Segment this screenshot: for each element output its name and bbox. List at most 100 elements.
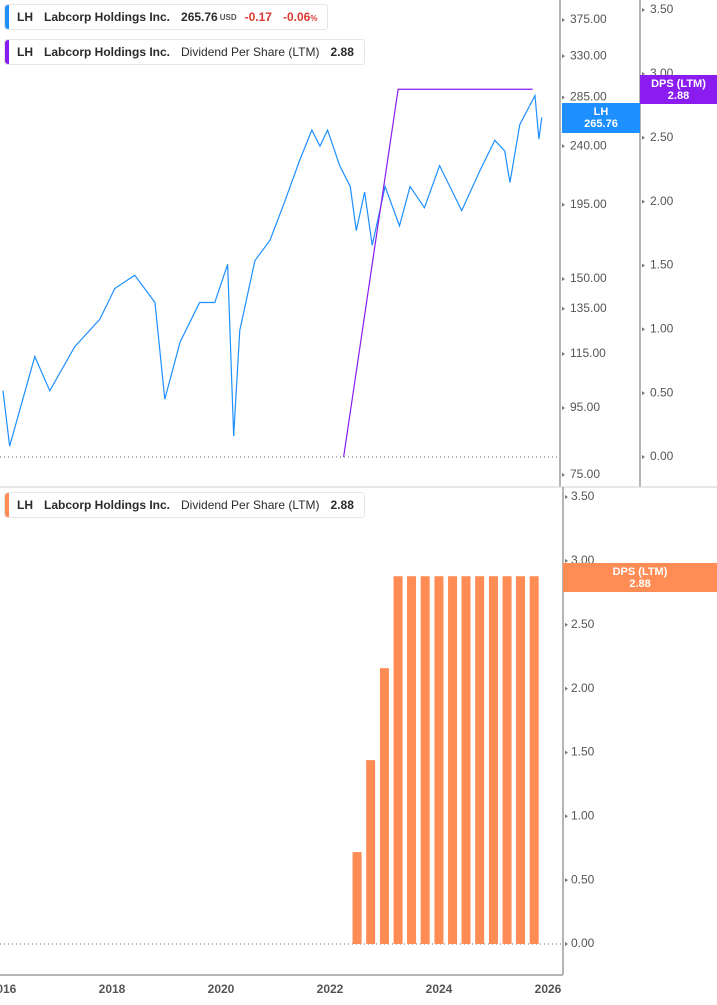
dps-bar: [502, 576, 512, 944]
legend-metric: Dividend Per Share (LTM): [181, 45, 320, 59]
tick-mark: [565, 686, 568, 691]
bottom-tick-label: 0.00: [571, 936, 595, 950]
legend-color-bar: [5, 5, 9, 29]
dps-tick-label: 2.00: [650, 194, 674, 208]
x-tick-label: 2016: [0, 982, 17, 996]
dps-bar: [516, 576, 526, 944]
legend-change: -0.17: [244, 10, 272, 24]
dps-bar: [434, 576, 444, 944]
price-tick-label: 195.00: [570, 197, 607, 211]
price-tick-label: 95.00: [570, 400, 600, 414]
bottom-tick-label: 0.50: [571, 872, 595, 886]
price-tag-value: 265.76: [584, 118, 618, 130]
dps-bar: [420, 576, 430, 944]
dps-bar: [475, 576, 485, 944]
price-tick-label: 135.00: [570, 301, 607, 315]
bottom-tick-label: 1.00: [571, 808, 595, 822]
legend-price[interactable]: LH Labcorp Holdings Inc. 265.76 USD -0.1…: [4, 4, 329, 30]
legend-ticker: LH: [17, 10, 33, 24]
dps-tick-label: 3.50: [650, 2, 674, 16]
dps-bottom-tag: DPS (LTM) 2.88: [563, 563, 717, 592]
price-tick-label: 375.00: [570, 12, 607, 26]
price-tag: LH 265.76: [562, 103, 640, 133]
legend-company: Labcorp Holdings Inc.: [44, 10, 171, 24]
legend-color-bar: [5, 40, 9, 64]
dps-tick-label: 1.50: [650, 258, 674, 272]
price-tick-label: 115.00: [570, 346, 606, 360]
change-pct-value: -0.06: [282, 10, 311, 24]
x-tick-label: 2022: [317, 982, 344, 996]
tick-mark: [642, 199, 645, 204]
legend-dps-bottom[interactable]: LH Labcorp Holdings Inc. Dividend Per Sh…: [4, 492, 365, 518]
tick-mark: [642, 455, 645, 459]
tick-mark: [562, 276, 565, 281]
dps-bar: [366, 760, 376, 944]
tick-mark: [565, 750, 568, 755]
dps-tick-label: 0.00: [650, 449, 674, 463]
dps-tag-label: DPS (LTM): [651, 77, 706, 90]
dps-tag-value: 2.88: [667, 89, 690, 102]
dps-tag-value: 2.88: [629, 577, 651, 590]
legend-company: Labcorp Holdings Inc.: [44, 498, 171, 512]
x-tick-label: 2018: [99, 982, 126, 996]
dps-tick-label: 2.50: [650, 130, 674, 144]
legend-value: 2.88: [330, 45, 354, 59]
dps-top-tag: DPS (LTM) 2.88: [640, 75, 717, 104]
x-tick-label: 2024: [426, 982, 453, 996]
dps-bar: [407, 576, 417, 944]
tick-mark: [565, 814, 568, 819]
tick-mark: [562, 406, 565, 411]
dps-tick-label: 1.00: [650, 321, 674, 335]
tick-mark: [565, 878, 568, 883]
legend-metric: Dividend Per Share (LTM): [181, 498, 320, 512]
tick-mark: [562, 144, 565, 149]
tick-mark: [562, 472, 565, 477]
price-tick-label: 75.00: [570, 467, 600, 481]
dps-bar: [352, 852, 362, 944]
dps-bar: [393, 576, 403, 944]
tick-mark: [565, 495, 568, 500]
tick-mark: [562, 352, 565, 357]
tick-mark: [642, 135, 645, 140]
tick-mark: [562, 54, 565, 59]
price-tick-label: 150.00: [570, 271, 607, 285]
tick-mark: [562, 95, 565, 100]
price-tag-ticker: LH: [593, 106, 609, 118]
x-tick-label: 2020: [208, 982, 235, 996]
tick-mark: [642, 327, 645, 332]
legend-dps-top[interactable]: LH Labcorp Holdings Inc. Dividend Per Sh…: [4, 39, 365, 65]
bottom-tick-label: 3.50: [571, 489, 595, 503]
bottom-tick-label: 2.00: [571, 681, 595, 695]
legend-color-bar: [5, 493, 9, 517]
tick-mark: [565, 622, 568, 627]
x-tick-label: 2026: [535, 982, 562, 996]
dps-bar: [379, 668, 389, 944]
legend-price-value: 265.76: [181, 10, 218, 24]
price-tick-label: 285.00: [570, 90, 607, 104]
tick-mark: [642, 391, 645, 396]
pct-sign: %: [310, 14, 318, 23]
legend-change-pct: -0.06%: [283, 10, 317, 24]
dps-tag-label: DPS (LTM): [612, 565, 668, 578]
dps-bar: [529, 576, 539, 944]
legend-currency: USD: [219, 12, 237, 22]
tick-mark: [562, 18, 565, 22]
dps-bar: [448, 576, 458, 944]
dps-bar: [461, 576, 471, 944]
tick-mark: [642, 263, 645, 268]
legend-ticker: LH: [17, 45, 33, 59]
tick-mark: [565, 942, 568, 946]
bottom-tick-label: 1.50: [571, 745, 595, 759]
legend-ticker: LH: [17, 498, 33, 512]
dps-line: [343, 88, 533, 458]
price-line: [2, 93, 543, 447]
tick-mark: [642, 71, 645, 76]
dps-tick-label: 0.50: [650, 385, 674, 399]
dps-bar: [488, 576, 498, 944]
tick-mark: [642, 8, 645, 13]
legend-value: 2.88: [330, 498, 354, 512]
tick-mark: [562, 202, 565, 207]
tick-mark: [565, 558, 568, 563]
price-tick-label: 330.00: [570, 48, 607, 62]
